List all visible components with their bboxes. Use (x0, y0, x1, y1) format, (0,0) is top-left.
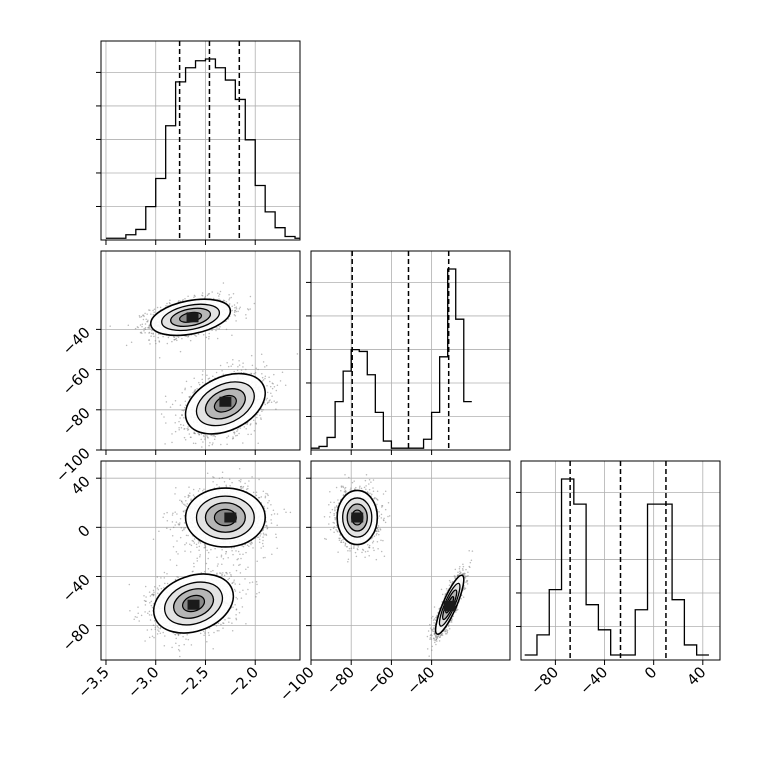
x-tick-label: −3.5 (74, 663, 112, 701)
histogram-panel-1 (306, 250, 511, 451)
panel-frame (310, 250, 511, 451)
density-peak-cell (186, 312, 199, 323)
x-tick-label: −80 (527, 663, 562, 698)
histogram-step (311, 268, 472, 449)
panel-frame (100, 460, 301, 661)
panel-content (521, 461, 720, 660)
x-tick-label: 0 (641, 663, 660, 682)
x-tick-label: −40 (576, 663, 611, 698)
histogram-panel-0 (96, 40, 301, 241)
x-tick-label: −60 (363, 663, 398, 698)
x-tick-label: −40 (403, 663, 438, 698)
x-tick-label: 40 (683, 663, 709, 689)
x-tick-label: −2.5 (174, 663, 212, 701)
y-tick-label: −80 (59, 404, 94, 439)
x-tick-label: −3.0 (124, 663, 162, 701)
density-panel-0 (100, 250, 301, 451)
y-tick-label: −40 (59, 323, 94, 358)
density-peak-cell (351, 512, 364, 523)
panel-frame (100, 40, 301, 241)
x-tick-label: −80 (323, 663, 358, 698)
panel-content (311, 461, 510, 660)
histogram-step (524, 478, 709, 656)
panel-frame (520, 460, 721, 661)
panel-content (101, 461, 300, 660)
density-peak-cell (219, 396, 232, 407)
density-panel-2 (310, 460, 511, 661)
panel-content (311, 251, 510, 450)
y-tick-label: −80 (59, 620, 94, 655)
density-peak-cell (224, 512, 237, 523)
x-tick-label: −2.0 (224, 663, 262, 701)
histogram-step (105, 58, 300, 239)
panel-frame (100, 250, 301, 451)
x-tick-label: −100 (276, 663, 318, 705)
panel-content (101, 41, 300, 240)
y-tick-label: 0 (74, 521, 93, 540)
density-peak-cell (187, 599, 200, 610)
panel-frame (310, 460, 511, 661)
y-tick-label: −40 (59, 571, 94, 606)
density-panel-1 (100, 460, 301, 661)
y-tick-label: −60 (59, 364, 94, 399)
density-peak-cell (443, 600, 456, 611)
histogram-panel-2 (516, 460, 721, 661)
panel-content (101, 251, 300, 450)
